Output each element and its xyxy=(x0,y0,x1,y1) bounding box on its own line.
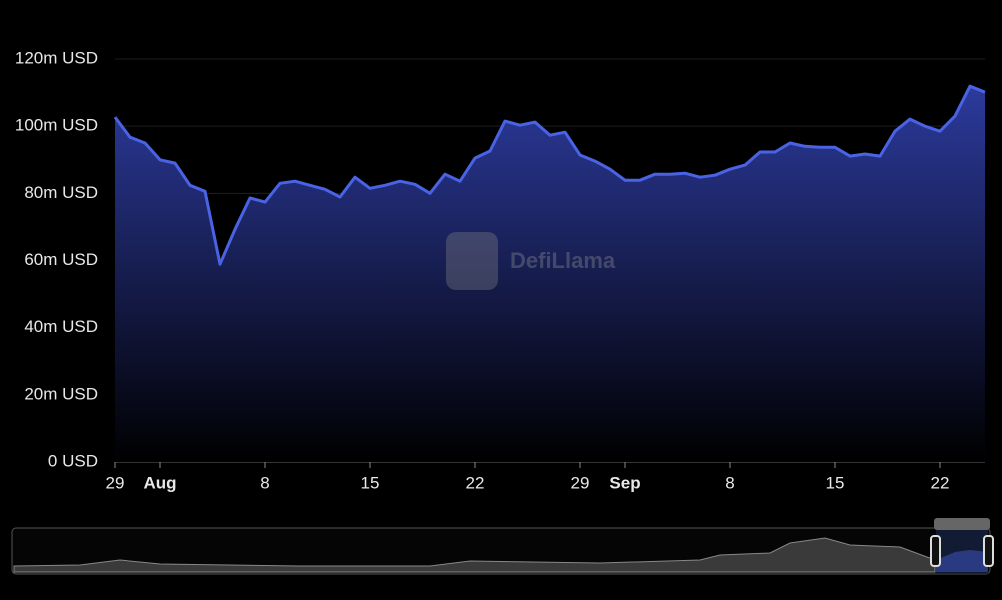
x-tick-label: 8 xyxy=(725,473,734,492)
brush-drag-bar[interactable] xyxy=(934,518,990,530)
x-tick-label: 29 xyxy=(571,473,590,492)
y-tick-label: 100m USD xyxy=(15,116,98,135)
x-tick-label: 29 xyxy=(106,473,125,492)
x-tick-label: 8 xyxy=(260,473,269,492)
x-tick-label: 15 xyxy=(826,473,845,492)
y-tick-label: 40m USD xyxy=(24,317,98,336)
x-tick-label: Aug xyxy=(143,473,176,492)
x-tick-label: 15 xyxy=(361,473,380,492)
y-tick-label: 0 USD xyxy=(48,451,98,470)
y-tick-label: 60m USD xyxy=(24,250,98,269)
line xyxy=(113,84,986,266)
range-brush[interactable] xyxy=(11,518,994,575)
brush-selection-area xyxy=(936,550,988,572)
x-tick-label: 22 xyxy=(466,473,485,492)
area-fill xyxy=(115,86,985,462)
watermark-text: DefiLlama xyxy=(510,248,616,273)
watermark: DefiLlama xyxy=(446,232,616,290)
brush-handle-right[interactable] xyxy=(983,535,994,567)
brush-handle-left[interactable] xyxy=(930,535,941,567)
x-tick-label: 22 xyxy=(931,473,950,492)
y-tick-label: 20m USD xyxy=(24,384,98,403)
x-tick-label: Sep xyxy=(609,473,640,492)
y-tick-label: 80m USD xyxy=(24,183,98,202)
plot-area: 0 USD 20m USD 40m USD 60m USD 80m USD 100m US… xyxy=(15,48,986,492)
watermark-logo xyxy=(446,232,498,290)
y-tick-label: 120m USD xyxy=(15,48,98,67)
